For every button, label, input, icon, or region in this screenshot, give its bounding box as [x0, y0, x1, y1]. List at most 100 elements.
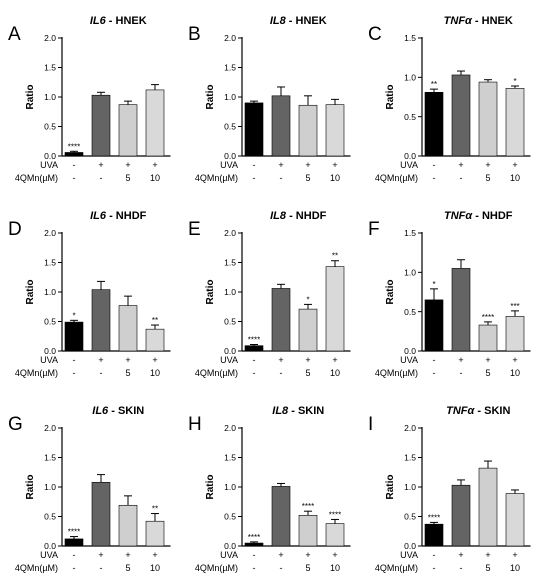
qmn-label: 10 — [330, 368, 340, 378]
qmn-label: - — [433, 173, 436, 183]
bar-uva-5 — [478, 324, 498, 352]
panel-title-tissue: - SKIN — [474, 405, 510, 417]
y-tick-label: 2.0 — [44, 228, 56, 238]
uva-label: - — [433, 355, 436, 365]
row-label-qmn: 4QMn(µM) — [195, 173, 238, 183]
qmn-label: 5 — [485, 173, 490, 183]
uva-label: + — [458, 160, 463, 170]
y-tick-label: 1.0 — [224, 92, 236, 102]
bar-uva-5 — [118, 104, 138, 157]
panel-h: H IL8 - SKIN Ratio 0.0 0.5 1.0 1.5 2.0 **** - - + - *… — [188, 405, 351, 573]
panel-letter: C — [368, 24, 382, 45]
uva-label: + — [125, 355, 130, 365]
row-label-qmn: 4QMn(µM) — [15, 368, 58, 378]
y-tick-label: 1.5 — [224, 63, 236, 73]
panel-title: IL6 - SKIN — [92, 405, 144, 417]
bar-uva-5 — [478, 467, 498, 547]
uva-label: + — [152, 355, 157, 365]
panel-i: I TNFα - SKIN Ratio 0.0 0.5 1.0 1.5 2.0 **** - - + -… — [368, 405, 531, 573]
qmn-label: 10 — [510, 368, 520, 378]
panel-title-gene: TNFα — [444, 15, 473, 27]
y-tick-label: 1.0 — [44, 482, 56, 492]
uva-label: + — [485, 160, 490, 170]
panel-title-tissue: - NHDF — [472, 210, 513, 222]
y-tick-label: 1.0 — [44, 287, 56, 297]
uva-label: + — [98, 160, 103, 170]
bar-ctrl — [64, 152, 84, 157]
y-tick-label: 0.0 — [44, 541, 56, 551]
significance-label: * — [72, 311, 75, 320]
uva-label: + — [278, 355, 283, 365]
bar-uva-5 — [298, 515, 318, 547]
panel-title-tissue: - SKIN — [288, 405, 324, 417]
uva-label: + — [332, 355, 337, 365]
panel-letter: H — [188, 414, 202, 435]
bar-uva — [451, 484, 471, 547]
uva-label: + — [485, 550, 490, 560]
y-tick-label: 2.0 — [44, 33, 56, 43]
significance-label: ** — [152, 505, 158, 514]
y-tick-label: 0.0 — [44, 346, 56, 356]
y-tick-label: 0.0 — [224, 151, 236, 161]
y-tick-label: 0.5 — [224, 317, 236, 327]
bar-uva-5 — [478, 81, 498, 157]
row-label-uva: UVA — [220, 160, 238, 170]
qmn-label: 10 — [330, 173, 340, 183]
bar-uva-10 — [505, 316, 525, 352]
qmn-label: 10 — [510, 563, 520, 573]
uva-label: + — [98, 355, 103, 365]
y-axis-label: Ratio — [25, 475, 36, 500]
y-tick-label: 0.0 — [404, 151, 416, 161]
panel-title-gene: IL6 — [90, 210, 107, 222]
bar-uva-5 — [118, 504, 138, 547]
panel-title: IL8 - NHDF — [270, 210, 327, 222]
row-label-uva: UVA — [40, 355, 58, 365]
y-tick-label: 1.0 — [44, 92, 56, 102]
y-tick-label: 2.0 — [404, 423, 416, 433]
uva-label: + — [332, 550, 337, 560]
panel-g: G IL6 - SKIN Ratio 0.0 0.5 1.0 1.5 2.0 **** - - + - +… — [8, 405, 171, 573]
uva-label: + — [458, 355, 463, 365]
significance-label: **** — [68, 142, 80, 151]
significance-label: **** — [482, 313, 494, 322]
bar-uva — [271, 95, 291, 157]
qmn-label: - — [73, 368, 76, 378]
y-tick-label: 1.5 — [404, 228, 416, 238]
panel-a: A IL6 - HNEK Ratio 0.0 0.5 1.0 1.5 2.0 **** - - + - +… — [8, 15, 171, 183]
bar-uva-10 — [325, 523, 345, 547]
significance-label: ** — [431, 80, 437, 89]
qmn-label: 5 — [305, 368, 310, 378]
significance-label: ** — [332, 252, 338, 261]
y-tick-label: 1.0 — [404, 73, 416, 83]
y-tick-label: 0.5 — [404, 512, 416, 522]
panel-title: IL6 - NHDF — [90, 210, 147, 222]
uva-label: - — [253, 355, 256, 365]
y-tick-label: 1.0 — [404, 482, 416, 492]
qmn-label: 5 — [125, 173, 130, 183]
y-axis-label: Ratio — [205, 280, 216, 305]
uva-label: + — [485, 355, 490, 365]
y-tick-label: 1.5 — [404, 33, 416, 43]
bar-uva — [271, 288, 291, 352]
bar-uva-10 — [145, 328, 165, 352]
qmn-label: - — [280, 368, 283, 378]
bar-ctrl — [424, 523, 444, 547]
panel-d: D IL6 - NHDF Ratio 0.0 0.5 1.0 1.5 2.0 * - - + - +5 **… — [8, 210, 171, 378]
y-tick-label: 0.0 — [44, 151, 56, 161]
significance-label: **** — [248, 336, 260, 345]
significance-label: **** — [248, 533, 260, 542]
uva-label: + — [125, 160, 130, 170]
uva-label: + — [512, 160, 517, 170]
qmn-label: 5 — [305, 173, 310, 183]
uva-label: + — [305, 550, 310, 560]
uva-label: + — [332, 160, 337, 170]
uva-label: + — [305, 355, 310, 365]
significance-label: *** — [510, 302, 519, 311]
qmn-label: - — [100, 368, 103, 378]
y-tick-label: 0.5 — [44, 512, 56, 522]
panel-letter: E — [188, 219, 201, 240]
y-tick-label: 0.5 — [404, 112, 416, 122]
uva-label: - — [433, 550, 436, 560]
significance-label: **** — [68, 528, 80, 537]
panel-title: TNFα - HNEK — [444, 15, 513, 27]
